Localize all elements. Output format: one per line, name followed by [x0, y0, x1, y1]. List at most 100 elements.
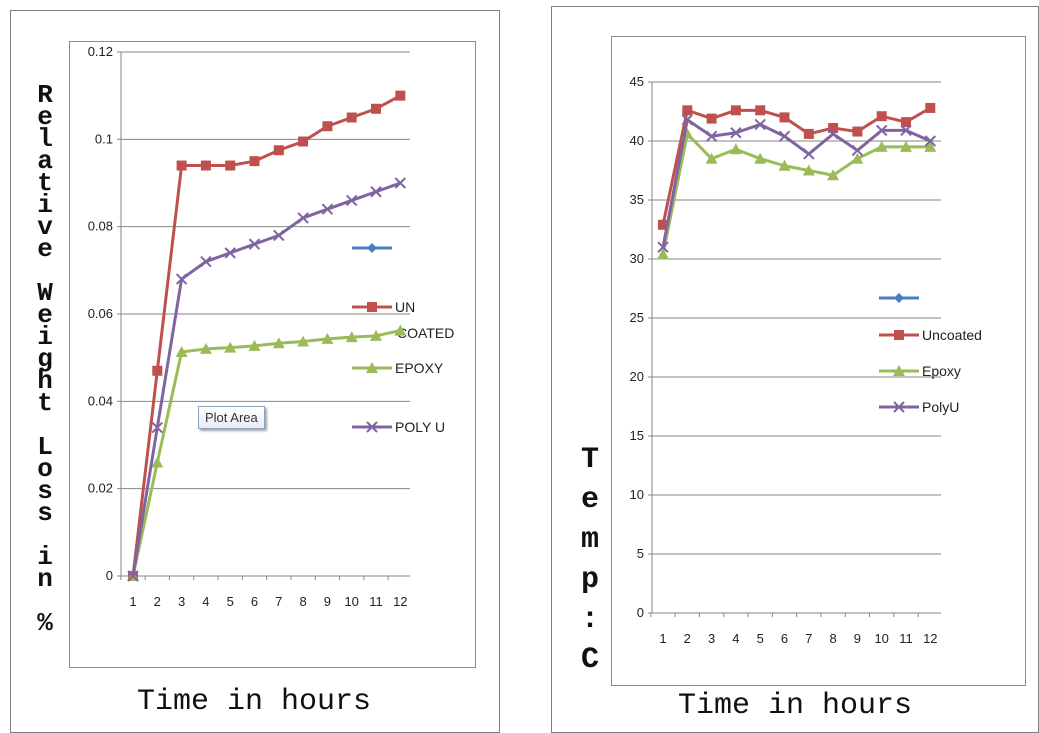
y-tick-label: 35	[630, 192, 644, 207]
x-tick-label: 9	[854, 631, 861, 646]
data-point	[151, 421, 164, 434]
data-point	[754, 152, 767, 164]
legend-label: Epoxy	[922, 363, 961, 379]
legend-entry: POLY U	[352, 419, 445, 435]
y-axis-title: T e m p : C	[580, 443, 599, 677]
y-tick-label: 0	[106, 568, 113, 583]
data-point	[755, 105, 766, 116]
data-point	[346, 112, 357, 123]
x-tick-label: 6	[251, 594, 258, 609]
y-tick-label: 40	[630, 133, 644, 148]
legend-marker	[894, 293, 904, 303]
data-point	[657, 241, 669, 253]
data-point	[152, 365, 163, 376]
legend-entry: Uncoated	[879, 327, 982, 343]
y-tick-label: 45	[630, 74, 644, 89]
x-tick-label: 7	[275, 594, 282, 609]
x-tick-label: 12	[923, 631, 937, 646]
legend-marker	[366, 362, 378, 373]
legend-label: UN COATED	[395, 299, 454, 341]
series-un-coated[interactable]	[128, 90, 406, 581]
data-point	[370, 329, 382, 341]
x-tick-label: 2	[684, 631, 691, 646]
x-tick-label: 4	[732, 631, 739, 646]
series-poly-u[interactable]	[127, 177, 407, 582]
data-point	[827, 169, 840, 181]
series-line	[131, 329, 401, 577]
series-line	[661, 118, 931, 248]
y-tick-label: 0.02	[88, 481, 113, 496]
y-tick-label: 0.06	[88, 306, 113, 321]
data-point	[200, 255, 212, 268]
y-tick-label: 0.12	[88, 44, 113, 59]
data-point	[900, 140, 912, 152]
data-point	[658, 219, 668, 230]
series-line	[661, 132, 931, 255]
series-epoxy[interactable]	[657, 127, 937, 260]
x-tick-label: 11	[369, 594, 383, 609]
legend-label: EPOXY	[395, 360, 444, 376]
data-point	[248, 339, 261, 351]
data-point	[345, 331, 358, 343]
data-point	[224, 341, 237, 353]
data-point	[175, 345, 188, 357]
legend-entry: EPOXY	[352, 360, 444, 376]
data-point	[730, 127, 742, 139]
legend-label: Uncoated	[922, 327, 982, 343]
x-tick-label: 4	[202, 594, 209, 609]
data-point	[395, 90, 406, 101]
data-point	[321, 203, 334, 215]
data-point	[924, 135, 937, 147]
data-point	[322, 121, 333, 132]
x-tick-label: 2	[154, 594, 161, 609]
data-point	[321, 332, 334, 344]
data-point	[225, 160, 236, 171]
data-point	[924, 140, 937, 152]
y-tick-label: 30	[630, 251, 644, 266]
x-axis-title: Time in hours	[137, 685, 372, 719]
data-point	[876, 111, 887, 122]
data-point	[370, 186, 382, 198]
data-point	[852, 126, 863, 137]
data-point	[827, 128, 839, 140]
x-tick-label: 8	[829, 631, 836, 646]
data-point	[828, 123, 839, 134]
legend-marker	[893, 365, 905, 376]
data-point	[875, 124, 888, 137]
x-tick-label: 6	[781, 631, 788, 646]
data-point	[199, 342, 212, 354]
series-line	[661, 106, 932, 226]
data-point	[778, 159, 791, 171]
y-tick-label: 10	[630, 487, 644, 502]
data-point	[175, 273, 188, 285]
gridlines: 0 0.02 0.04 0.06 0.08 0.1 0.12	[88, 44, 410, 583]
x-tick-label: 5	[227, 594, 234, 609]
legend-marker	[894, 330, 904, 340]
legend-entry: UN COATED	[352, 299, 454, 341]
x-axis-title: Time in hours	[678, 689, 913, 723]
x-tick-label: 8	[299, 594, 306, 609]
series-polyu[interactable]	[657, 114, 937, 253]
data-point	[273, 229, 285, 242]
data-point	[200, 160, 211, 171]
data-point	[803, 128, 814, 139]
data-point	[248, 238, 261, 250]
data-point	[901, 117, 911, 128]
data-point	[394, 177, 407, 189]
y-tick-label: 25	[630, 310, 644, 325]
series-uncoated[interactable]	[658, 102, 936, 230]
y-tick-label: 0	[637, 605, 644, 620]
y-tick-label: 5	[637, 546, 644, 561]
data-point	[803, 148, 815, 160]
data-point	[730, 105, 741, 116]
data-point	[900, 124, 912, 137]
x-tick-label: 1	[129, 594, 136, 609]
series-epoxy[interactable]	[127, 324, 407, 581]
data-point	[875, 140, 888, 152]
legend-label: PolyU	[922, 399, 959, 415]
x-tick-label: 11	[899, 631, 913, 646]
data-point	[705, 130, 718, 142]
data-point	[778, 130, 791, 142]
